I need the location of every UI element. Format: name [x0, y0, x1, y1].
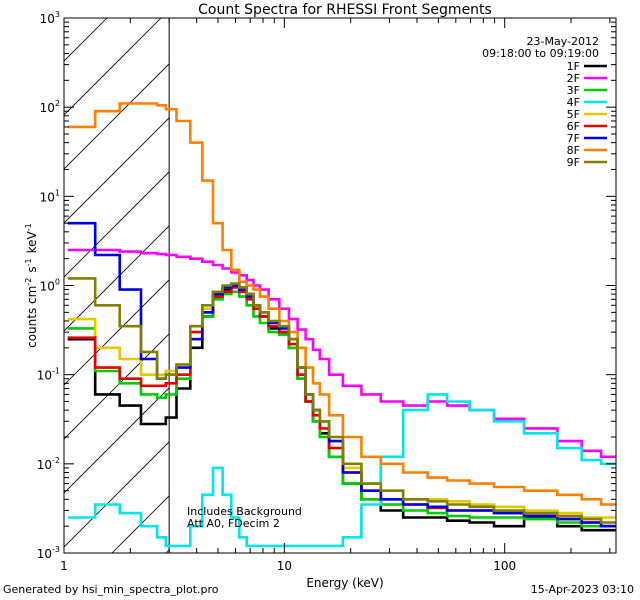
generator-footer: Generated by hsi_min_spectra_plot.pro: [3, 583, 219, 596]
y-tick-label: 10-2: [37, 456, 60, 472]
x-tick-label: 10: [277, 559, 292, 573]
series-line-3F: [67, 290, 616, 528]
series-line-9F: [67, 277, 616, 524]
annotation-line: Includes Background: [187, 505, 302, 518]
y-axis: 10-3 10-2 10-1 100 101 102 103: [37, 10, 616, 561]
legend-label-9F: 9F: [567, 156, 580, 169]
legend-label-3F: 3F: [567, 84, 580, 97]
x-axis-label: Energy (keV): [306, 576, 383, 590]
annotation-line: Att A0, FDecim 2: [187, 517, 280, 530]
y-tick-label: 10-1: [37, 367, 60, 383]
legend-label-2F: 2F: [567, 72, 580, 85]
y-axis-label: counts cm-2 s-1 keV-1: [24, 222, 39, 348]
y-tick-label: 102: [40, 99, 60, 115]
y-tick-label: 101: [40, 188, 60, 204]
legend-label-6F: 6F: [567, 120, 580, 133]
timestamp-footer: 15-Apr-2023 03:10: [530, 583, 634, 596]
chart-title: Count Spectra for RHESSI Front Segments: [198, 2, 492, 18]
header-line: 23-May-2012: [527, 35, 599, 48]
y-tick-label: 100: [40, 278, 60, 294]
y-tick-label: 10-3: [37, 545, 60, 561]
x-tick-label: 1: [60, 559, 68, 573]
legend-label-8F: 8F: [567, 144, 580, 157]
y-tick-label: 103: [40, 10, 60, 26]
legend-label-5F: 5F: [567, 108, 580, 121]
legend-label-1F: 1F: [567, 60, 580, 73]
header-line: 09:18:00 to 09:19:00: [482, 47, 599, 60]
x-tick-label: 100: [493, 559, 516, 573]
series-line-4F: [67, 393, 616, 548]
legend-label-7F: 7F: [567, 132, 580, 145]
legend-label-4F: 4F: [567, 96, 580, 109]
x-axis: 1 10 100: [60, 18, 611, 573]
